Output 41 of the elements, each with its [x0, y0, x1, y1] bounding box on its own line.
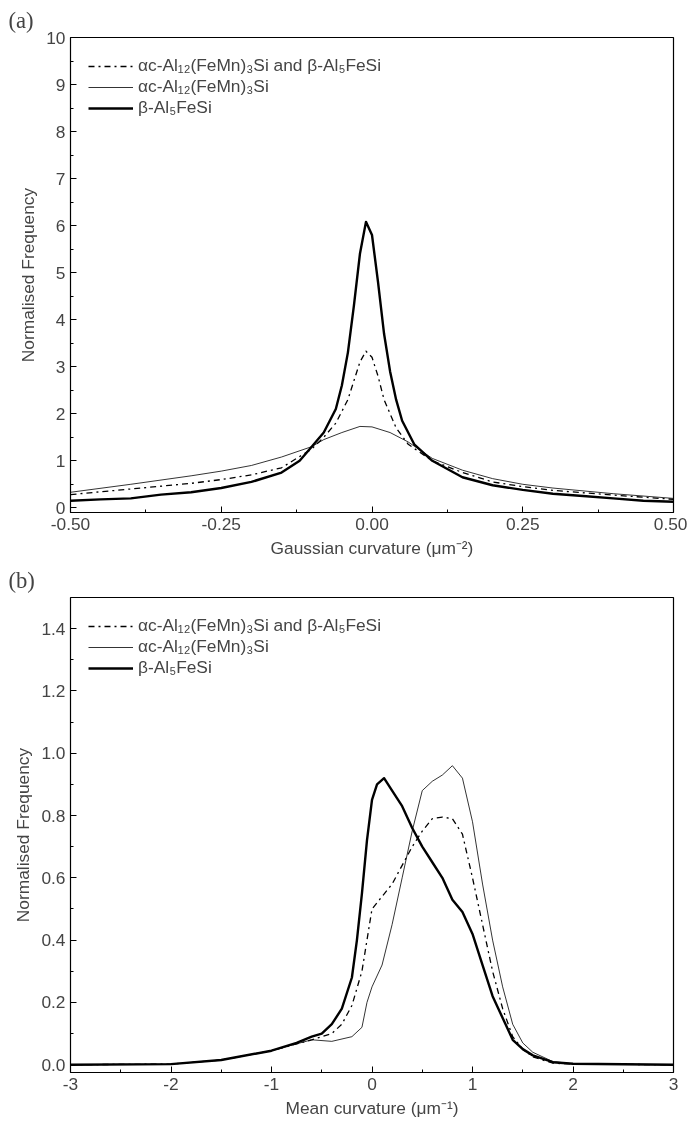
x-axis-title: Gaussian curvature (μm⁻²) — [270, 537, 474, 558]
text: (b) — [8, 567, 35, 593]
y-tick-label: 0.2 — [41, 992, 66, 1013]
x-axis-title: Mean curvature (μm⁻¹) — [285, 1097, 459, 1118]
y-tick-label: 5 — [55, 262, 66, 283]
x-tick-label: 2 — [568, 1073, 578, 1094]
y-tick-label: 2 — [55, 403, 66, 424]
x-tick-label: 0 — [367, 1073, 377, 1094]
x-tick-label: 0.25 — [505, 513, 540, 534]
y-tick-label: 9 — [55, 74, 66, 95]
legend-label: αc-Al₁₂(FeMn)₃Si — [138, 636, 269, 657]
y-tick-label: 0.0 — [41, 1054, 66, 1075]
x-tick-label: -2 — [163, 1073, 179, 1094]
y-tick-label: 1.4 — [41, 618, 66, 639]
legend-label: αc-Al₁₂(FeMn)₃Si and β-Al₅FeSi — [138, 615, 382, 636]
y-axis-title: Normalised Frequency — [13, 747, 34, 923]
legend-label: αc-Al₁₂(FeMn)₃Si and β-Al₅FeSi — [138, 55, 382, 76]
y-tick-label: 0.8 — [41, 805, 66, 826]
x-tick-label: 0.00 — [355, 513, 389, 534]
legend-label: β-Al₅FeSi — [138, 97, 212, 118]
y-tick-label: 4 — [55, 309, 66, 330]
y-tick-label: 0.4 — [41, 930, 66, 951]
x-tick-label: -3 — [62, 1073, 79, 1094]
legend-label: β-Al₅FeSi — [138, 657, 212, 678]
x-tick-label: 1 — [467, 1073, 478, 1094]
x-tick-label: -0.25 — [201, 513, 241, 534]
y-tick-label: 1.0 — [41, 743, 66, 764]
y-tick-label: 8 — [55, 121, 66, 142]
y-tick-label: 10 — [46, 27, 66, 48]
x-tick-label: -1 — [263, 1073, 280, 1094]
x-tick-label: 3 — [668, 1073, 679, 1094]
y-tick-label: 3 — [55, 356, 66, 377]
x-tick-label: 0.50 — [653, 513, 687, 534]
y-axis-title: Normalised Frequency — [18, 187, 39, 363]
y-tick-label: 1.2 — [41, 680, 66, 701]
y-tick-label: 7 — [55, 168, 66, 189]
y-tick-label: 6 — [55, 215, 66, 236]
text: (a) — [8, 7, 34, 33]
legend-label: αc-Al₁₂(FeMn)₃Si — [138, 76, 269, 97]
y-tick-label: 0.6 — [41, 867, 66, 888]
y-tick-label: 1 — [55, 450, 66, 471]
